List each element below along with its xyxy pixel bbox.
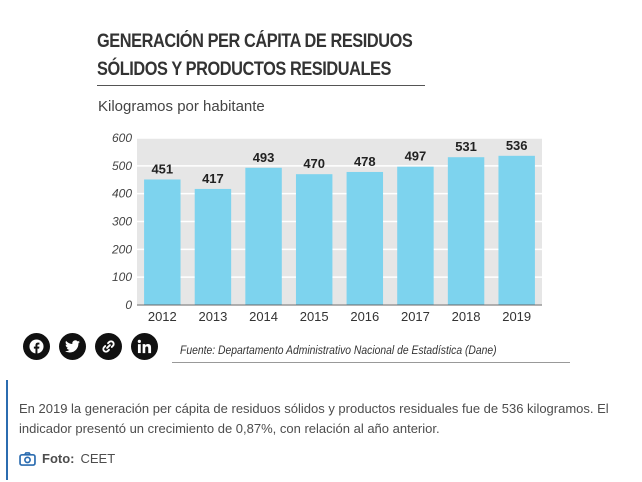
x-tick-label: 2017 bbox=[401, 309, 430, 324]
bar bbox=[397, 166, 434, 305]
y-tick-label: 400 bbox=[112, 187, 132, 201]
data-label: 417 bbox=[202, 171, 224, 186]
photo-credit-label: Foto: bbox=[42, 451, 75, 466]
chart-subtitle: Kilogramos por habitante bbox=[98, 98, 265, 115]
twitter-icon bbox=[65, 340, 80, 353]
x-tick-label: 2012 bbox=[148, 309, 177, 324]
data-label: 451 bbox=[151, 161, 173, 176]
share-twitter-button[interactable] bbox=[59, 333, 86, 360]
x-tick-label: 2013 bbox=[198, 309, 227, 324]
bar-chart: 0 100 200 300 400 500 600 451 2012 417 2013 493 2014… bbox=[111, 131, 542, 324]
chart-title: GENERACIÓN PER CÁPITA DE RESIDUOS SÓLIDO… bbox=[97, 28, 413, 84]
y-tick-label: 100 bbox=[112, 270, 132, 284]
photo-credit-value: CEET bbox=[80, 451, 116, 466]
source-divider bbox=[172, 362, 570, 363]
bar bbox=[245, 167, 282, 305]
link-icon bbox=[102, 340, 115, 353]
y-tick-label: 200 bbox=[111, 242, 132, 256]
data-label: 478 bbox=[354, 154, 376, 169]
data-label: 497 bbox=[405, 149, 427, 164]
bar bbox=[346, 171, 384, 305]
x-tick-label: 2014 bbox=[249, 309, 278, 324]
bar bbox=[498, 155, 535, 305]
x-tick-label: 2016 bbox=[350, 309, 379, 324]
x-tick-label: 2015 bbox=[300, 309, 329, 324]
share-link-button[interactable] bbox=[95, 333, 122, 360]
y-tick-label: 500 bbox=[112, 159, 132, 173]
x-tick-label: 2018 bbox=[452, 309, 481, 324]
chart-title-line-2: SÓLIDOS Y PRODUCTOS RESIDUALES bbox=[97, 59, 391, 80]
data-label: 470 bbox=[303, 156, 325, 171]
data-label: 531 bbox=[455, 139, 477, 154]
caption-accent-bar bbox=[6, 380, 8, 480]
bar bbox=[295, 174, 333, 305]
chart-title-line-1: GENERACIÓN PER CÁPITA DE RESIDUOS bbox=[97, 31, 413, 52]
linkedin-icon bbox=[137, 339, 152, 354]
bar bbox=[447, 157, 485, 305]
y-tick-label: 0 bbox=[125, 298, 132, 312]
camera-icon bbox=[19, 451, 36, 466]
x-tick-label: 2019 bbox=[502, 309, 531, 324]
share-linkedin-button[interactable] bbox=[131, 333, 158, 360]
bar bbox=[144, 179, 181, 305]
title-divider bbox=[97, 85, 425, 86]
data-label: 493 bbox=[253, 150, 275, 165]
photo-credit: Foto: CEET bbox=[19, 451, 115, 466]
facebook-icon bbox=[29, 339, 44, 354]
bar bbox=[194, 188, 232, 305]
share-facebook-button[interactable] bbox=[23, 333, 50, 360]
y-tick-label: 300 bbox=[112, 215, 132, 229]
image-caption: En 2019 la generación per cápita de resi… bbox=[19, 401, 609, 436]
data-label: 536 bbox=[506, 138, 528, 153]
chart-source: Fuente: Departamento Administrativo Naci… bbox=[180, 345, 497, 357]
y-tick-label: 600 bbox=[112, 131, 132, 145]
